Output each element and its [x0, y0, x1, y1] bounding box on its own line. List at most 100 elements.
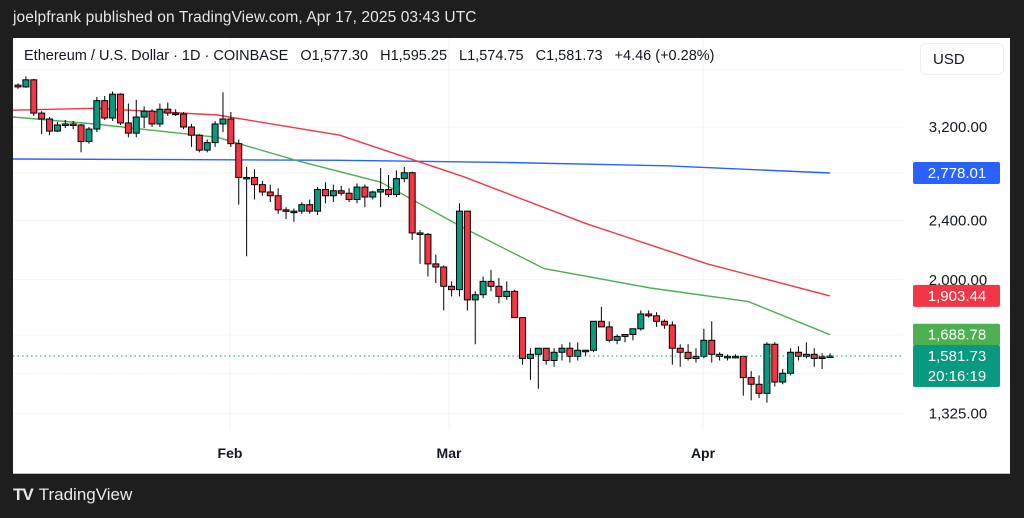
countdown-label: 20:16:19	[928, 368, 986, 385]
candle	[369, 191, 377, 198]
candle	[314, 189, 322, 212]
candle	[251, 176, 259, 186]
candle	[724, 355, 732, 359]
candle	[274, 195, 282, 211]
symbol-title: Ethereum / U.S. Dollar · 1D · COINBASE	[24, 48, 289, 64]
candle	[203, 142, 211, 151]
candle	[290, 210, 298, 214]
high-value: H1,595.25	[380, 48, 448, 64]
candle	[542, 347, 550, 362]
candle	[187, 126, 195, 136]
change-value: +4.46 (+0.28%)	[614, 48, 715, 64]
tradingview-brand-name: TradingView	[38, 485, 133, 504]
candle	[605, 326, 613, 341]
candle	[408, 172, 416, 234]
candle	[779, 372, 787, 383]
candle	[629, 328, 637, 335]
close-value: C1,581.73	[535, 48, 603, 64]
candle	[645, 313, 653, 317]
price-tag-label: 2,778.01	[928, 165, 986, 182]
candle	[148, 110, 156, 125]
price-tag	[913, 284, 1000, 307]
candle	[211, 123, 219, 144]
candle	[534, 347, 542, 355]
candle	[180, 113, 188, 128]
candle	[377, 189, 385, 193]
candle	[739, 355, 747, 379]
candle	[794, 351, 802, 357]
tradingview-logo-icon: TV	[13, 485, 34, 504]
candle	[660, 320, 668, 326]
candle	[589, 320, 597, 351]
price-chart[interactable]: 3,200.00 2,400.00 2,000.00 1,325.00 2,778.01…	[13, 38, 1010, 473]
candle	[61, 123, 69, 126]
candle	[258, 184, 266, 193]
tradingview-logo[interactable]: TV TradingView	[13, 485, 132, 505]
candle	[574, 349, 582, 357]
candle	[621, 333, 629, 337]
candle	[755, 383, 763, 394]
candle	[77, 124, 85, 143]
candle	[124, 122, 132, 134]
candle	[511, 290, 519, 319]
candle	[613, 335, 621, 341]
moving-average-blue	[13, 158, 831, 174]
candle	[298, 204, 306, 212]
candle	[582, 349, 590, 353]
candle	[266, 191, 274, 197]
candle	[337, 190, 345, 194]
candle	[109, 93, 117, 119]
candle	[495, 285, 503, 297]
price-tag	[913, 345, 1000, 388]
candle	[227, 118, 235, 145]
candle	[708, 339, 716, 355]
candle	[731, 355, 739, 359]
price-axis-label: 2,000.00	[929, 272, 987, 289]
candle	[747, 377, 755, 385]
currency-button[interactable]: USD	[920, 43, 1004, 75]
candle	[140, 110, 148, 118]
candle	[235, 143, 243, 178]
price-tag-label: 1,688.78	[928, 327, 986, 344]
candle	[440, 266, 448, 287]
candle	[306, 204, 314, 212]
candle	[101, 100, 109, 119]
candle	[46, 118, 54, 132]
candle	[558, 347, 566, 353]
candle	[321, 189, 329, 197]
moving-average-red	[13, 107, 831, 297]
candle	[14, 84, 22, 88]
time-axis-label: Apr	[691, 445, 716, 461]
candle	[38, 112, 46, 120]
candle	[400, 172, 408, 180]
candle	[219, 118, 227, 125]
candle	[69, 123, 77, 126]
candle	[479, 280, 487, 296]
moving-average-green	[13, 116, 831, 336]
candle	[424, 233, 432, 265]
candle	[463, 210, 471, 301]
candle	[503, 290, 511, 297]
candle	[116, 93, 124, 124]
open-value: O1,577.30	[300, 48, 369, 64]
candle	[692, 355, 700, 359]
price-axis-label: 3,200.00	[929, 119, 987, 136]
candle	[763, 343, 771, 394]
candle	[30, 79, 38, 114]
candle	[566, 347, 574, 357]
price-tag	[913, 161, 1000, 184]
candle	[597, 320, 605, 328]
candle	[684, 351, 692, 359]
candle	[132, 116, 140, 134]
candle	[700, 339, 708, 357]
symbol-legend: Ethereum / U.S. Dollar · 1D · COINBASE O…	[24, 48, 723, 64]
time-axis-label: Mar	[437, 445, 462, 461]
time-axis-label: Feb	[218, 445, 243, 461]
candle	[164, 108, 172, 114]
candle	[471, 294, 479, 301]
chart-panel[interactable]: 3,200.00 2,400.00 2,000.00 1,325.00 2,778.01…	[13, 38, 1010, 474]
candle	[637, 313, 645, 330]
candle	[22, 79, 30, 88]
price-tag-label: 1,903.44	[928, 288, 986, 305]
low-value: L1,574.75	[459, 48, 524, 64]
